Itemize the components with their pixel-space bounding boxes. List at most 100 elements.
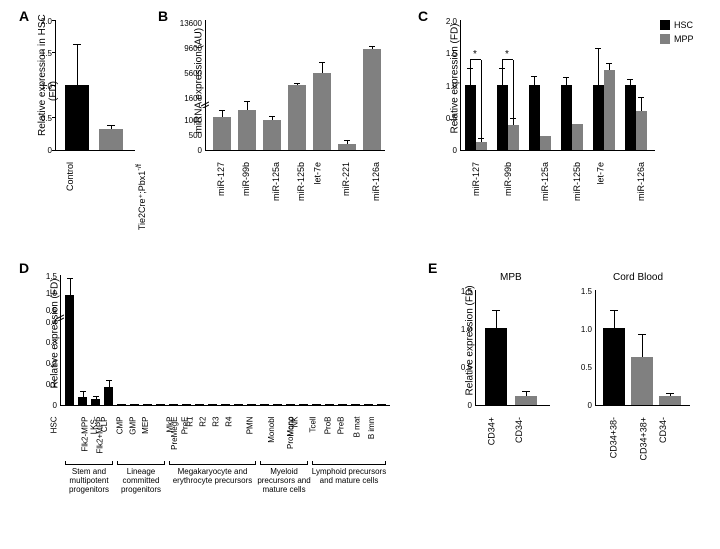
xlabel: let-7e bbox=[313, 162, 323, 185]
axis bbox=[55, 150, 135, 151]
ytick: 0.4 bbox=[40, 318, 57, 327]
group-bracket bbox=[65, 461, 113, 465]
ytick: 5600 bbox=[177, 69, 202, 78]
xlabel: miR-127 bbox=[216, 162, 226, 196]
ytick: 1.0 bbox=[455, 325, 472, 334]
bar bbox=[364, 404, 373, 405]
ytick: 0.2 bbox=[40, 359, 57, 368]
ytick: 1.5 bbox=[455, 287, 472, 296]
err bbox=[614, 311, 615, 328]
group-label: Myeloid precursors and mature cells bbox=[255, 468, 313, 494]
bar bbox=[221, 404, 230, 405]
xlabel: CD34- bbox=[514, 417, 524, 443]
ytick: 1000 bbox=[177, 116, 202, 125]
group-label: Lymphoid precursors and mature cells bbox=[307, 468, 391, 486]
err bbox=[638, 334, 646, 335]
bar bbox=[299, 404, 308, 405]
err bbox=[73, 44, 81, 45]
legend-mpp: MPP bbox=[660, 34, 694, 44]
bar bbox=[338, 404, 347, 405]
bar bbox=[631, 357, 653, 405]
bar bbox=[377, 404, 386, 405]
ytick: 1.0 bbox=[40, 289, 57, 298]
panel-d-chart: Relative expression (FD) 0 0.1 0.2 0.3 0… bbox=[60, 275, 390, 405]
xlabel: B mat bbox=[352, 417, 361, 438]
ytick: 1600 bbox=[177, 94, 202, 103]
bar bbox=[104, 387, 113, 405]
xlabel: R2 bbox=[199, 417, 208, 427]
ytick: 1.5 bbox=[40, 272, 57, 281]
group-bracket bbox=[312, 461, 386, 465]
axis bbox=[475, 290, 476, 405]
ytick: 0 bbox=[187, 146, 202, 155]
xlabel: Control bbox=[65, 162, 75, 191]
xlabel: HSC bbox=[49, 417, 58, 434]
err bbox=[666, 393, 674, 394]
err bbox=[642, 335, 643, 357]
xlabel: CMP bbox=[115, 417, 124, 435]
ytick: 0.5 bbox=[438, 114, 457, 123]
axis bbox=[595, 405, 690, 406]
panel-e-ylabel: Relative expression (FD) bbox=[465, 296, 476, 396]
axis bbox=[205, 150, 385, 151]
group-label: Megakaryocyte and erythrocyte precursors bbox=[164, 468, 261, 486]
err bbox=[77, 45, 78, 85]
ytick: 0.5 bbox=[455, 363, 472, 372]
bar bbox=[234, 404, 243, 405]
xlabel: MkP bbox=[166, 417, 175, 433]
ytick: 1.0 bbox=[438, 82, 457, 91]
ytick: 500 bbox=[181, 131, 202, 140]
bar bbox=[325, 404, 334, 405]
err bbox=[111, 126, 112, 129]
ytick: 13600 bbox=[173, 19, 202, 28]
xlabel: Flk2-MPP bbox=[81, 417, 90, 452]
xlabel: R1 bbox=[186, 417, 195, 427]
xlabel: R4 bbox=[225, 417, 234, 427]
bar bbox=[117, 404, 126, 405]
bar bbox=[659, 396, 681, 405]
bar bbox=[351, 404, 360, 405]
subtitle-cb: Cord Blood bbox=[613, 272, 663, 283]
xlabel: miR-126a bbox=[371, 162, 381, 201]
panel-c-chart: Relative expression (FD) 0 0.5 1.0 1.5 2… bbox=[460, 20, 655, 150]
bar bbox=[515, 396, 537, 405]
ytick: 0 bbox=[460, 401, 472, 410]
ytick: 1.5 bbox=[575, 287, 592, 296]
panel-b-chart: miRNA expression (AU) 0 500 1000 1600 56… bbox=[205, 20, 385, 150]
axis bbox=[205, 20, 206, 150]
axis-break-icon bbox=[56, 313, 64, 321]
axis bbox=[460, 20, 461, 150]
xlabel: miR-99b bbox=[503, 162, 513, 196]
xlabel: PMN bbox=[245, 417, 254, 435]
axis bbox=[60, 405, 390, 406]
xlabel: Tie2Cre⁺;Pbx1-/f bbox=[134, 164, 148, 230]
ytick: 0.5 bbox=[575, 363, 592, 372]
bar bbox=[78, 397, 87, 406]
xlabel: LKS- bbox=[89, 417, 98, 435]
xlabel: PreB bbox=[336, 417, 345, 435]
err bbox=[610, 310, 618, 311]
group-bracket bbox=[169, 461, 256, 465]
xlabel: miR-221 bbox=[341, 162, 351, 196]
axis bbox=[60, 275, 61, 405]
axis-break-icon bbox=[201, 100, 209, 108]
panel-e-chart1: MPB Relative expression (FD) 0 0.5 1.0 1… bbox=[475, 290, 550, 405]
xlabel: GMP bbox=[129, 417, 138, 435]
xlabel: MEP bbox=[141, 417, 150, 434]
axis bbox=[475, 405, 550, 406]
xlabel: miR-99b bbox=[241, 162, 251, 196]
legend-hsc: HSC bbox=[660, 20, 693, 30]
xlabel: miR-126a bbox=[636, 162, 646, 201]
err bbox=[496, 311, 497, 328]
bar bbox=[156, 404, 165, 405]
err bbox=[492, 310, 500, 311]
err bbox=[522, 391, 530, 392]
ytick: 0 bbox=[442, 146, 457, 155]
axis bbox=[55, 20, 56, 150]
xlabel: miR-125b bbox=[296, 162, 306, 201]
xlabel: CD34+38- bbox=[608, 417, 618, 458]
bar bbox=[143, 404, 152, 405]
bar-pbx1 bbox=[99, 129, 123, 150]
bar bbox=[195, 404, 204, 405]
xlabel: CD34+ bbox=[486, 417, 496, 445]
